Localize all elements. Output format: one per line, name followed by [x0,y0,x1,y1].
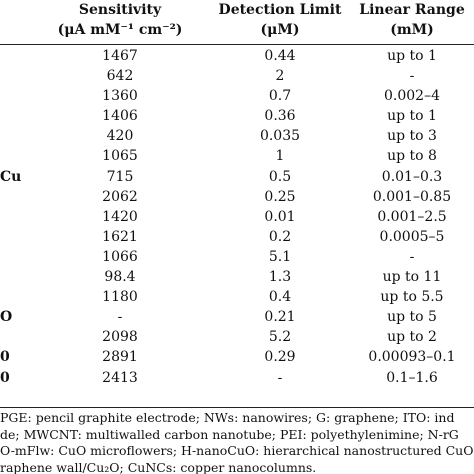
cell-detection-limit: - [277,369,283,386]
footnote-line: de; MWCNT: multiwalled carbon nanotube; … [0,426,459,442]
cell-linear-range: up to 5 [387,309,437,326]
table-row: 0 2413 - 0.1–1.6 [0,368,474,388]
cell-sensitivity: 1621 [102,228,138,245]
cell-sensitivity: 1360 [102,88,138,105]
cell-sensitivity: 1420 [102,208,138,225]
cell-linear-range: up to 5.5 [380,289,444,306]
cell-detection-limit: 0.5 [268,168,292,185]
cell-sensitivity: 1467 [102,48,138,64]
header-sensitivity-unit: (μA mM⁻¹ cm⁻²) [57,22,183,38]
table-row: 1406 0.36 up to 1 [0,106,474,126]
table-body: 1467 0.44 up to 1 642 2 - 1360 0.7 0.002… [0,46,474,388]
cell-detection-limit: 0.25 [264,188,296,205]
cell-detection-limit: 0.21 [264,309,296,326]
table-row: O - 0.21 up to 5 [0,307,474,327]
cell-linear-range: 0.0005–5 [379,228,445,245]
cell-linear-range: 0.00093–0.1 [368,349,456,366]
cell-linear-range: up to 1 [387,108,437,125]
cell-sensitivity: 2062 [102,188,138,205]
cell-sensitivity: 1406 [102,108,138,125]
cell-detection-limit: 1.3 [268,269,292,286]
footnote-line: PGE: pencil graphite electrode; NWs: nan… [0,410,455,425]
cell-detection-limit: 0.29 [264,349,296,366]
table-row: 2098 5.2 up to 2 [0,327,474,347]
header-linear-title: Linear Range [359,2,465,18]
header-detection-limit: Detection Limit (μM) [210,0,350,40]
cell-sensitivity: 2098 [102,329,138,346]
table-row: 1467 0.44 up to 1 [0,46,474,66]
cell-linear-range: up to 8 [387,148,437,165]
table-row: 1180 0.4 up to 5.5 [0,287,474,307]
table-bottom-rule [0,407,474,408]
cell-detection-limit: 2 [275,68,285,85]
cell-linear-range: - [409,248,415,265]
cell-detection-limit: 0.01 [264,208,296,225]
cell-linear-range: - [409,68,415,85]
footnote-line: O-mFlw: CuO microflowers; H-nanoCuO: hie… [0,443,474,458]
cell-linear-range: up to 3 [387,128,437,145]
table-row: 1065 1 up to 8 [0,146,474,166]
cell-sensitivity: 98.4 [104,269,136,286]
cell-detection-limit: 1 [275,148,285,165]
cell-electrode: 0 [0,369,10,386]
header-linear-unit: (mM) [390,22,434,38]
cell-linear-range: 0.002–4 [384,88,440,105]
cell-sensitivity: 2891 [102,349,138,366]
table-row: 2062 0.25 0.001–0.85 [0,187,474,207]
cell-detection-limit: 0.2 [268,228,292,245]
cell-linear-range: 0.001–2.5 [377,208,447,225]
header-detection-unit: (μM) [260,22,300,38]
header-divider [0,44,474,45]
cell-sensitivity: 1180 [102,289,138,306]
table-row: 1066 5.1 - [0,247,474,267]
table-row: 1360 0.7 0.002–4 [0,86,474,106]
cell-linear-range: 0.1–1.6 [386,369,438,386]
cell-linear-range: up to 1 [387,48,437,64]
cell-detection-limit: 5.2 [268,329,292,346]
header-detection-title: Detection Limit [218,2,342,18]
cell-detection-limit: 0.4 [268,289,292,306]
cell-electrode: O [0,309,13,326]
cell-detection-limit: 0.7 [268,88,292,105]
table-row: 98.4 1.3 up to 11 [0,267,474,287]
cell-sensitivity: 715 [106,168,134,185]
cell-detection-limit: 0.44 [264,48,296,64]
header-sensitivity-title: Sensitivity [78,2,162,18]
cell-electrode: 0 [0,349,10,366]
cell-sensitivity: 1065 [102,148,138,165]
cell-detection-limit: 0.36 [264,108,296,125]
table-row: 420 0.035 up to 3 [0,126,474,146]
header-linear-range: Linear Range (mM) [350,0,474,40]
table-header: Sensitivity (μA mM⁻¹ cm⁻²) Detection Lim… [0,0,474,44]
cell-linear-range: up to 11 [382,269,442,286]
table-row: 0 2891 0.29 0.00093–0.1 [0,347,474,367]
cell-linear-range: 0.01–0.3 [381,168,443,185]
table-row: 642 2 - [0,66,474,86]
cell-detection-limit: 5.1 [268,248,292,265]
cell-electrode: Cu [0,168,22,185]
cell-sensitivity: 1066 [102,248,138,265]
cell-linear-range: 0.001–0.85 [372,188,452,205]
table-footnote: PGE: pencil graphite electrode; NWs: nan… [0,410,474,474]
table-row: 1420 0.01 0.001–2.5 [0,207,474,227]
footnote-line: raphene wall/Cu₂O; CuNCs: copper nanocol… [0,459,317,474]
header-sensitivity: Sensitivity (μA mM⁻¹ cm⁻²) [20,0,220,40]
cell-linear-range: up to 2 [387,329,437,346]
cell-sensitivity: 642 [106,68,134,85]
cell-sensitivity: - [117,309,123,326]
cell-sensitivity: 2413 [102,369,138,386]
table-row: 1621 0.2 0.0005–5 [0,227,474,247]
cell-detection-limit: 0.035 [259,128,301,145]
table-row: Cu 715 0.5 0.01–0.3 [0,167,474,187]
cell-sensitivity: 420 [106,128,134,145]
